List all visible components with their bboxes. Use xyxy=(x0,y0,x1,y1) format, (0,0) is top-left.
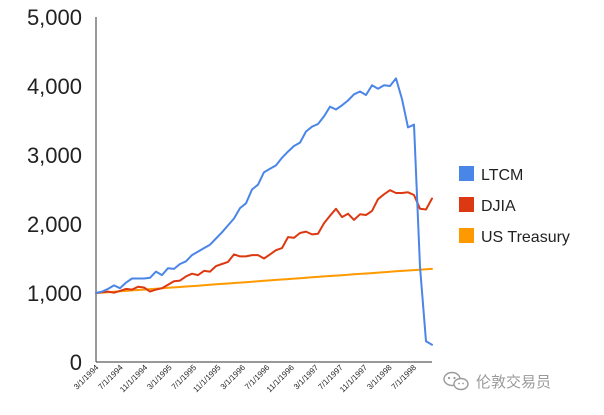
y-tick-label: 0 xyxy=(70,350,82,375)
x-tick-label: 3/1/1995 xyxy=(145,363,174,392)
series-line-us-treasury xyxy=(95,267,433,294)
watermark: 伦敦交易员 xyxy=(443,371,551,391)
x-tick-label: 7/1/1998 xyxy=(390,363,419,392)
legend-label-us-treasury: US Treasury xyxy=(481,229,570,246)
legend: LTCM DJIA US Treasury xyxy=(459,166,570,246)
watermark-text: 伦敦交易员 xyxy=(476,373,551,391)
axes xyxy=(95,17,432,363)
y-tick-label: 1,000 xyxy=(27,281,82,306)
x-tick-label: 3/1/1997 xyxy=(292,363,321,392)
legend-swatch-djia xyxy=(459,197,474,212)
y-tick-label: 5,000 xyxy=(27,5,82,30)
series-line-ltcm xyxy=(95,77,433,346)
x-tick-label: 3/1/1998 xyxy=(365,363,394,392)
x-tick-label: 11/1/1994 xyxy=(118,363,149,394)
y-tick-label: 3,000 xyxy=(27,143,82,168)
series-lines xyxy=(95,77,433,346)
series-line-djia xyxy=(95,189,433,294)
x-tick-label: 11/1/1997 xyxy=(338,363,369,394)
legend-swatch-ltcm xyxy=(459,166,474,181)
x-tick-label: 11/1/1996 xyxy=(265,363,296,394)
y-tick-label: 2,000 xyxy=(27,212,82,237)
x-tick-label: 11/1/1995 xyxy=(191,363,222,394)
wechat-icon xyxy=(443,371,469,391)
y-tick-label: 4,000 xyxy=(27,74,82,99)
x-axis-ticks: 3/1/19947/1/199411/1/19943/1/19957/1/199… xyxy=(72,363,418,395)
legend-label-djia: DJIA xyxy=(481,198,516,215)
x-tick-label: 3/1/1996 xyxy=(219,363,248,392)
legend-swatch-us-treasury xyxy=(459,228,474,243)
legend-label-ltcm: LTCM xyxy=(481,167,523,184)
y-axis-ticks: 0 1,000 2,000 3,000 4,000 5,000 xyxy=(27,5,82,375)
